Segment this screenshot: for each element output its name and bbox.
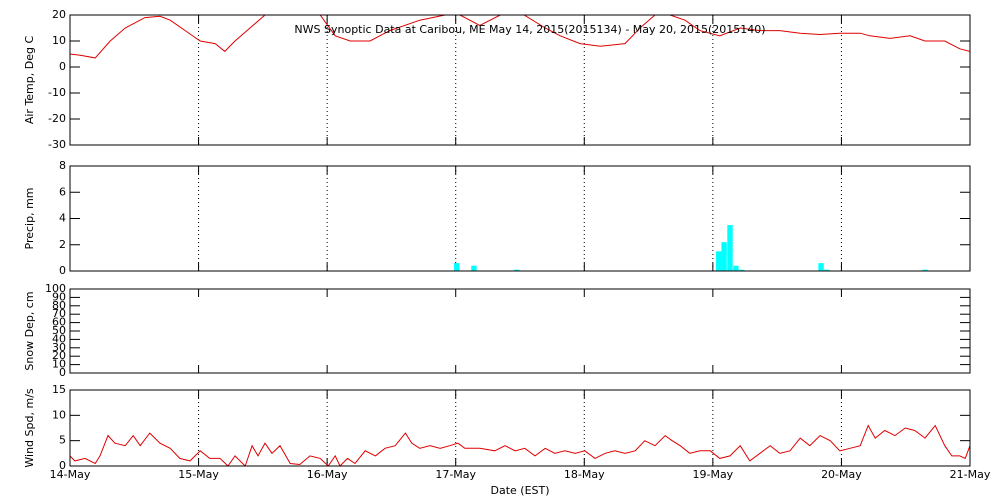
y-tick-label: 4 [59, 212, 66, 225]
y-axis-label: Wind Spd, m/s [23, 388, 36, 468]
y-tick-label: 5 [59, 434, 66, 447]
y-tick-label: 40 [52, 332, 66, 345]
y-tick-label: -20 [48, 112, 66, 125]
data-line [70, 424, 970, 466]
y-tick-label: 10 [52, 408, 66, 421]
bar [471, 265, 477, 271]
y-tick-label: 0 [59, 366, 66, 379]
y-tick-label: 0 [59, 459, 66, 472]
bar [922, 269, 928, 271]
y-tick-label: 6 [59, 185, 66, 198]
plot-frame [69, 165, 971, 272]
chart-title: NWS Synoptic Data at Caribou, ME May 14,… [294, 23, 765, 36]
panel: 0 2 4 6 8 Precip, mm [23, 159, 971, 277]
y-tick-label: -10 [48, 86, 66, 99]
x-tick-label: 17-May [435, 468, 476, 481]
y-tick-label: 2 [59, 238, 66, 251]
x-tick-label: 21-May [950, 468, 991, 481]
y-tick-label: 15 [52, 383, 66, 396]
y-tick-label: -30 [48, 138, 66, 151]
x-tick-label: 19-May [692, 468, 733, 481]
x-tick-label: 16-May [307, 468, 348, 481]
y-axis-label: Precip, mm [23, 188, 36, 250]
y-axis-label: Snow Dep, cm [23, 291, 36, 370]
bar [716, 251, 722, 271]
bar [739, 269, 745, 271]
y-tick-label: 50 [52, 324, 66, 337]
x-tick-label: 15-May [178, 468, 219, 481]
y-tick-label: 8 [59, 159, 66, 172]
x-axis-label: Date (EST) [490, 484, 549, 497]
y-tick-label: 0 [59, 264, 66, 277]
y-tick-label: 70 [52, 307, 66, 320]
bar [454, 263, 460, 271]
x-tick-label: 18-May [564, 468, 605, 481]
y-tick-label: 20 [52, 8, 66, 21]
y-tick-label: 90 [52, 290, 66, 303]
y-tick-label: 60 [52, 316, 66, 329]
bar [514, 269, 520, 271]
data-line [70, 15, 970, 59]
panel: -30 -20 -10 0 10 20 Air Temp, Deg C NWS Synopti… [23, 8, 971, 151]
y-tick-label: 0 [59, 60, 66, 73]
y-tick-label: 20 [52, 349, 66, 362]
bar [721, 242, 727, 271]
y-axis-label: Air Temp, Deg C [23, 36, 36, 125]
y-tick-label: 80 [52, 299, 66, 312]
bar [818, 263, 824, 271]
y-tick-label: 100 [45, 282, 66, 295]
y-tick-label: 30 [52, 341, 66, 354]
plot-frame [69, 14, 971, 146]
bar [733, 265, 739, 271]
bar [727, 225, 733, 271]
x-tick-label: 20-May [821, 468, 862, 481]
y-tick-label: 10 [52, 34, 66, 47]
x-tick-label: 14-May [50, 468, 91, 481]
bar [824, 269, 830, 271]
plot-frame [69, 288, 971, 374]
plot-frame [69, 389, 971, 467]
panel: 14-May 15-May 16-May 17-May 18-May 19-May 20-M… [23, 383, 991, 497]
y-tick-label: 10 [52, 358, 66, 371]
